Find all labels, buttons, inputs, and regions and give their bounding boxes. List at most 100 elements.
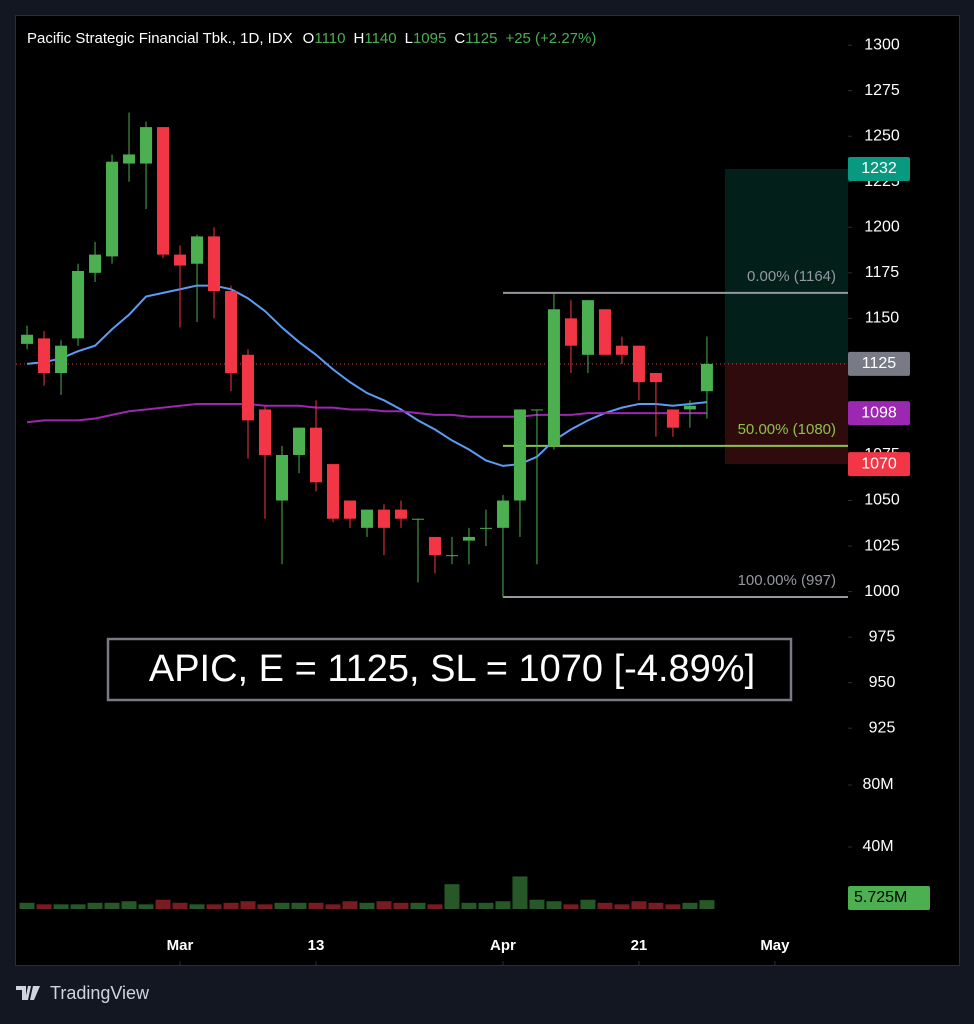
candle-body bbox=[428, 536, 441, 556]
plot: 0.00% (1164) 50.00% (1080) 100.00% (997) 80… bbox=[16, 36, 930, 965]
candle-body bbox=[140, 127, 153, 164]
candle-body bbox=[21, 334, 34, 344]
target-label-bg bbox=[848, 157, 910, 182]
candle-body bbox=[700, 363, 713, 392]
volume-bar bbox=[274, 902, 290, 909]
symbol: Pacific Strategic Financial Tbk., 1D, ID… bbox=[27, 30, 293, 47]
candle-body bbox=[598, 309, 611, 355]
candle-body bbox=[649, 373, 662, 383]
brand: TradingView bbox=[50, 983, 150, 1003]
ma-label-bg bbox=[848, 401, 910, 426]
volume-bar bbox=[257, 904, 273, 909]
ma-label: 1098 bbox=[861, 404, 897, 421]
candle-body bbox=[309, 427, 322, 483]
candle-body bbox=[581, 300, 594, 355]
volume-bar bbox=[580, 899, 596, 909]
stop-label: 1070 bbox=[861, 455, 897, 472]
annotation: APIC, E = 1125, SL = 1070 [-4.89%] bbox=[149, 648, 755, 690]
ohlc-value: 1140 bbox=[364, 30, 396, 47]
volume-bar bbox=[104, 902, 120, 909]
change: +25 (+2.27%) bbox=[505, 30, 596, 47]
volume-bar bbox=[393, 902, 409, 909]
candle-body bbox=[157, 127, 170, 255]
stop-zone bbox=[725, 363, 848, 465]
candle-body bbox=[411, 518, 424, 520]
y-tick-label: 1000 bbox=[864, 583, 900, 600]
ohlc-value: 1095 bbox=[413, 30, 446, 47]
y-tick-label: 1200 bbox=[864, 219, 900, 236]
y-tick-label: 1025 bbox=[864, 537, 900, 554]
volume-bar bbox=[376, 901, 392, 909]
candle-body bbox=[547, 309, 560, 446]
volume-bar bbox=[648, 902, 664, 909]
annotation-box bbox=[106, 637, 793, 702]
y-tick-label: 1175 bbox=[865, 264, 900, 281]
header: Pacific Strategic Financial Tbk., 1D, ID… bbox=[27, 30, 596, 47]
volume-bar bbox=[87, 902, 103, 909]
y-tick-label: 1250 bbox=[864, 127, 900, 144]
ohlc-label: L bbox=[405, 30, 413, 47]
ohlc-label: H bbox=[354, 30, 365, 47]
candle-body bbox=[89, 254, 102, 273]
candle-body bbox=[683, 405, 696, 410]
candle-body bbox=[174, 254, 187, 266]
volume-bar bbox=[172, 902, 188, 909]
candle-body bbox=[530, 409, 543, 411]
volume-bar bbox=[665, 904, 681, 909]
candle-body bbox=[360, 509, 373, 528]
volume-bar bbox=[529, 899, 545, 909]
y-tick-label: 950 bbox=[869, 674, 896, 691]
candle-body bbox=[292, 427, 305, 455]
volume-bar bbox=[138, 904, 154, 909]
candle-body bbox=[326, 464, 339, 519]
fib-label: 100.00% (997) bbox=[738, 572, 836, 589]
volume-bar bbox=[563, 904, 579, 909]
y-tick-label: 1300 bbox=[864, 36, 900, 53]
candle-body bbox=[564, 318, 577, 346]
candle-body bbox=[225, 291, 238, 374]
candle-body bbox=[632, 345, 645, 383]
volume-bar bbox=[342, 901, 358, 909]
volume-bar bbox=[631, 901, 647, 909]
candle-body bbox=[343, 500, 356, 519]
candle-body bbox=[479, 527, 492, 529]
volume-label-bg bbox=[848, 886, 930, 910]
candle-body bbox=[106, 161, 119, 257]
volume-bar bbox=[546, 901, 562, 909]
x-tick-label: 21 bbox=[631, 937, 648, 954]
logo bbox=[16, 986, 40, 1000]
volume-bar bbox=[682, 902, 698, 909]
y-tick-label: 1275 bbox=[864, 82, 900, 99]
ohlc-label: C bbox=[454, 30, 465, 47]
volume-bar bbox=[308, 902, 324, 909]
moving-average bbox=[26, 284, 708, 467]
y-tick-label: 925 bbox=[869, 719, 896, 736]
candle-body bbox=[615, 345, 628, 355]
x-tick-label: May bbox=[760, 937, 790, 954]
candle-body bbox=[496, 500, 509, 528]
candle-body bbox=[55, 345, 68, 374]
volume-bar bbox=[121, 901, 137, 909]
volume-bar bbox=[36, 904, 52, 909]
volume-bar bbox=[597, 902, 613, 909]
x-tick-label: Mar bbox=[167, 937, 194, 954]
volume-bar bbox=[461, 902, 477, 909]
volume-bar bbox=[19, 902, 35, 909]
volume-tick-label: 80M bbox=[862, 776, 893, 793]
candle-body bbox=[191, 236, 204, 264]
fib-label: 0.00% (1164) bbox=[747, 268, 836, 285]
candle-body bbox=[72, 271, 85, 339]
volume-bar bbox=[410, 902, 426, 909]
candle-body bbox=[276, 454, 289, 501]
volume-bar bbox=[223, 902, 239, 909]
volume-bar bbox=[699, 900, 715, 909]
volume-bar bbox=[206, 904, 222, 909]
y-tick-label: 1050 bbox=[864, 492, 900, 509]
volume-bar bbox=[155, 899, 171, 909]
target-zone bbox=[725, 169, 848, 364]
y-tick-label: 975 bbox=[869, 628, 896, 645]
volume-tick-label: 40M bbox=[862, 838, 893, 855]
volume-bar bbox=[495, 901, 511, 909]
